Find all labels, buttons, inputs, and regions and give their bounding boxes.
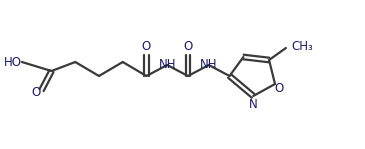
Text: HO: HO <box>4 55 22 69</box>
Text: O: O <box>274 82 284 94</box>
Text: O: O <box>183 39 193 52</box>
Text: NH: NH <box>158 59 176 72</box>
Text: O: O <box>142 39 151 52</box>
Text: O: O <box>31 87 40 100</box>
Text: CH₃: CH₃ <box>292 39 314 52</box>
Text: N: N <box>249 97 258 111</box>
Text: NH: NH <box>200 59 218 72</box>
